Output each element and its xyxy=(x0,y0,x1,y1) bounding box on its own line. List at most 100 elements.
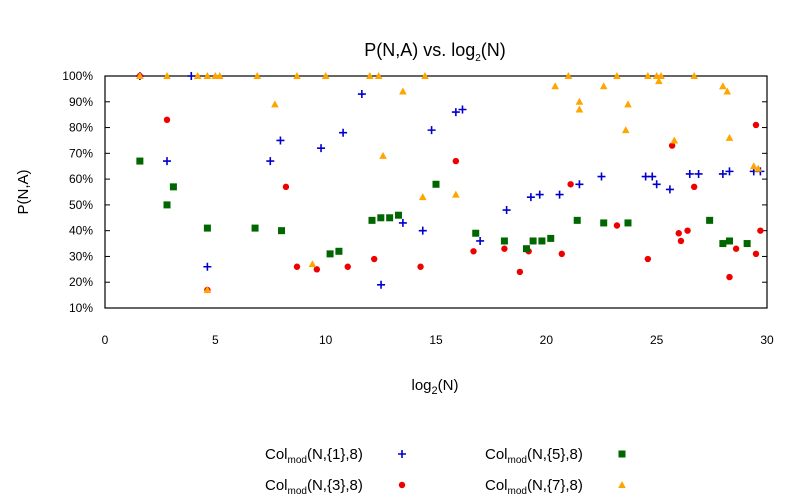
data-point xyxy=(690,72,698,79)
data-point xyxy=(193,72,202,79)
data-point xyxy=(599,82,608,90)
legend-marker xyxy=(398,450,406,458)
legend-item: Colmod(N,{3},8) xyxy=(265,477,406,497)
data-point xyxy=(452,190,460,198)
data-point xyxy=(187,72,196,80)
legend: Colmod(N,{1},8) Colmod(N,{3},8) Colmod(N,{… xyxy=(265,446,626,497)
data-point xyxy=(321,72,330,79)
x-tick-label: 20 xyxy=(540,333,554,347)
data-point xyxy=(371,255,378,263)
series-3-points xyxy=(136,157,751,258)
data-point xyxy=(203,285,212,293)
data-point xyxy=(558,250,565,258)
x-tick-label: 25 xyxy=(650,333,664,347)
data-point xyxy=(136,72,144,79)
data-point xyxy=(754,164,762,172)
data-point xyxy=(529,237,537,245)
data-point xyxy=(718,169,727,178)
series-2-points xyxy=(136,72,764,294)
data-point xyxy=(685,169,694,178)
legend-item: Colmod(N,{5},8) xyxy=(485,446,626,466)
series-1-points xyxy=(135,72,765,289)
data-point xyxy=(169,183,177,191)
data-point xyxy=(335,247,343,255)
legend-label: Colmod(N,{7},8) xyxy=(485,477,583,497)
x-axis-label: log2(N) xyxy=(412,377,459,397)
legend-item: Colmod(N,{7},8) xyxy=(485,477,626,497)
data-point xyxy=(749,162,758,170)
y-tick-label: 60% xyxy=(69,172,93,186)
data-point xyxy=(394,211,402,219)
data-point xyxy=(317,144,326,153)
legend-marker xyxy=(618,481,626,488)
data-point xyxy=(253,72,262,79)
data-point xyxy=(266,157,275,166)
x-tick-label: 5 xyxy=(212,333,219,347)
data-point xyxy=(644,72,652,79)
data-point xyxy=(668,142,676,149)
data-point xyxy=(432,180,440,188)
data-point xyxy=(136,157,144,165)
data-point xyxy=(476,236,485,245)
data-point xyxy=(694,169,703,178)
data-point xyxy=(163,157,172,166)
data-point xyxy=(657,72,665,79)
plot-area-frame xyxy=(104,75,768,309)
data-point xyxy=(386,214,394,222)
y-tick-label: 90% xyxy=(69,95,93,109)
data-point xyxy=(339,128,348,137)
x-tick-label: 10 xyxy=(319,333,333,347)
legend-label: Colmod(N,{5},8) xyxy=(485,446,583,466)
x-tick-label: 0 xyxy=(102,333,109,347)
data-point xyxy=(725,133,734,141)
y-tick-label: 50% xyxy=(69,198,93,212)
data-point xyxy=(648,172,657,181)
data-point xyxy=(757,227,764,234)
data-point xyxy=(271,100,279,108)
data-point xyxy=(377,280,386,289)
data-point xyxy=(732,245,740,252)
data-point xyxy=(597,172,606,181)
data-point xyxy=(418,226,427,235)
data-point xyxy=(644,255,652,263)
data-point xyxy=(575,180,584,189)
y-tick-label: 70% xyxy=(69,146,93,160)
data-point xyxy=(564,72,573,79)
data-point xyxy=(421,72,429,79)
data-point xyxy=(293,72,301,79)
y-tick-label: 10% xyxy=(69,301,93,315)
data-point xyxy=(366,72,374,79)
legend-label: Colmod(N,{1},8) xyxy=(265,446,363,466)
data-point xyxy=(706,216,714,224)
data-point xyxy=(163,201,171,209)
data-point xyxy=(547,234,555,242)
data-point xyxy=(399,87,407,95)
data-point xyxy=(690,183,698,191)
data-point xyxy=(458,105,467,114)
legend-marker xyxy=(398,481,406,489)
data-point xyxy=(313,266,321,273)
chart-title: P(N,A) vs. log2(N) xyxy=(364,40,506,64)
data-point xyxy=(501,245,508,252)
data-point xyxy=(621,126,630,134)
data-point xyxy=(725,167,734,176)
legend-item: Colmod(N,{1},8) xyxy=(265,446,406,466)
data-point xyxy=(203,262,212,271)
data-point xyxy=(427,126,436,135)
data-point xyxy=(326,250,334,258)
data-point xyxy=(278,227,286,235)
data-point xyxy=(613,222,621,229)
data-point xyxy=(551,82,559,90)
data-point xyxy=(723,87,732,95)
data-point xyxy=(276,136,285,145)
data-point xyxy=(215,72,224,79)
data-point xyxy=(516,268,524,276)
data-point xyxy=(418,193,427,201)
data-point xyxy=(675,230,682,237)
data-point xyxy=(719,240,727,248)
data-points xyxy=(135,72,765,294)
y-axis-label: P(N,A) xyxy=(15,169,32,214)
legend-label: Colmod(N,{3},8) xyxy=(265,477,363,497)
y-tick-label: 20% xyxy=(69,275,93,289)
